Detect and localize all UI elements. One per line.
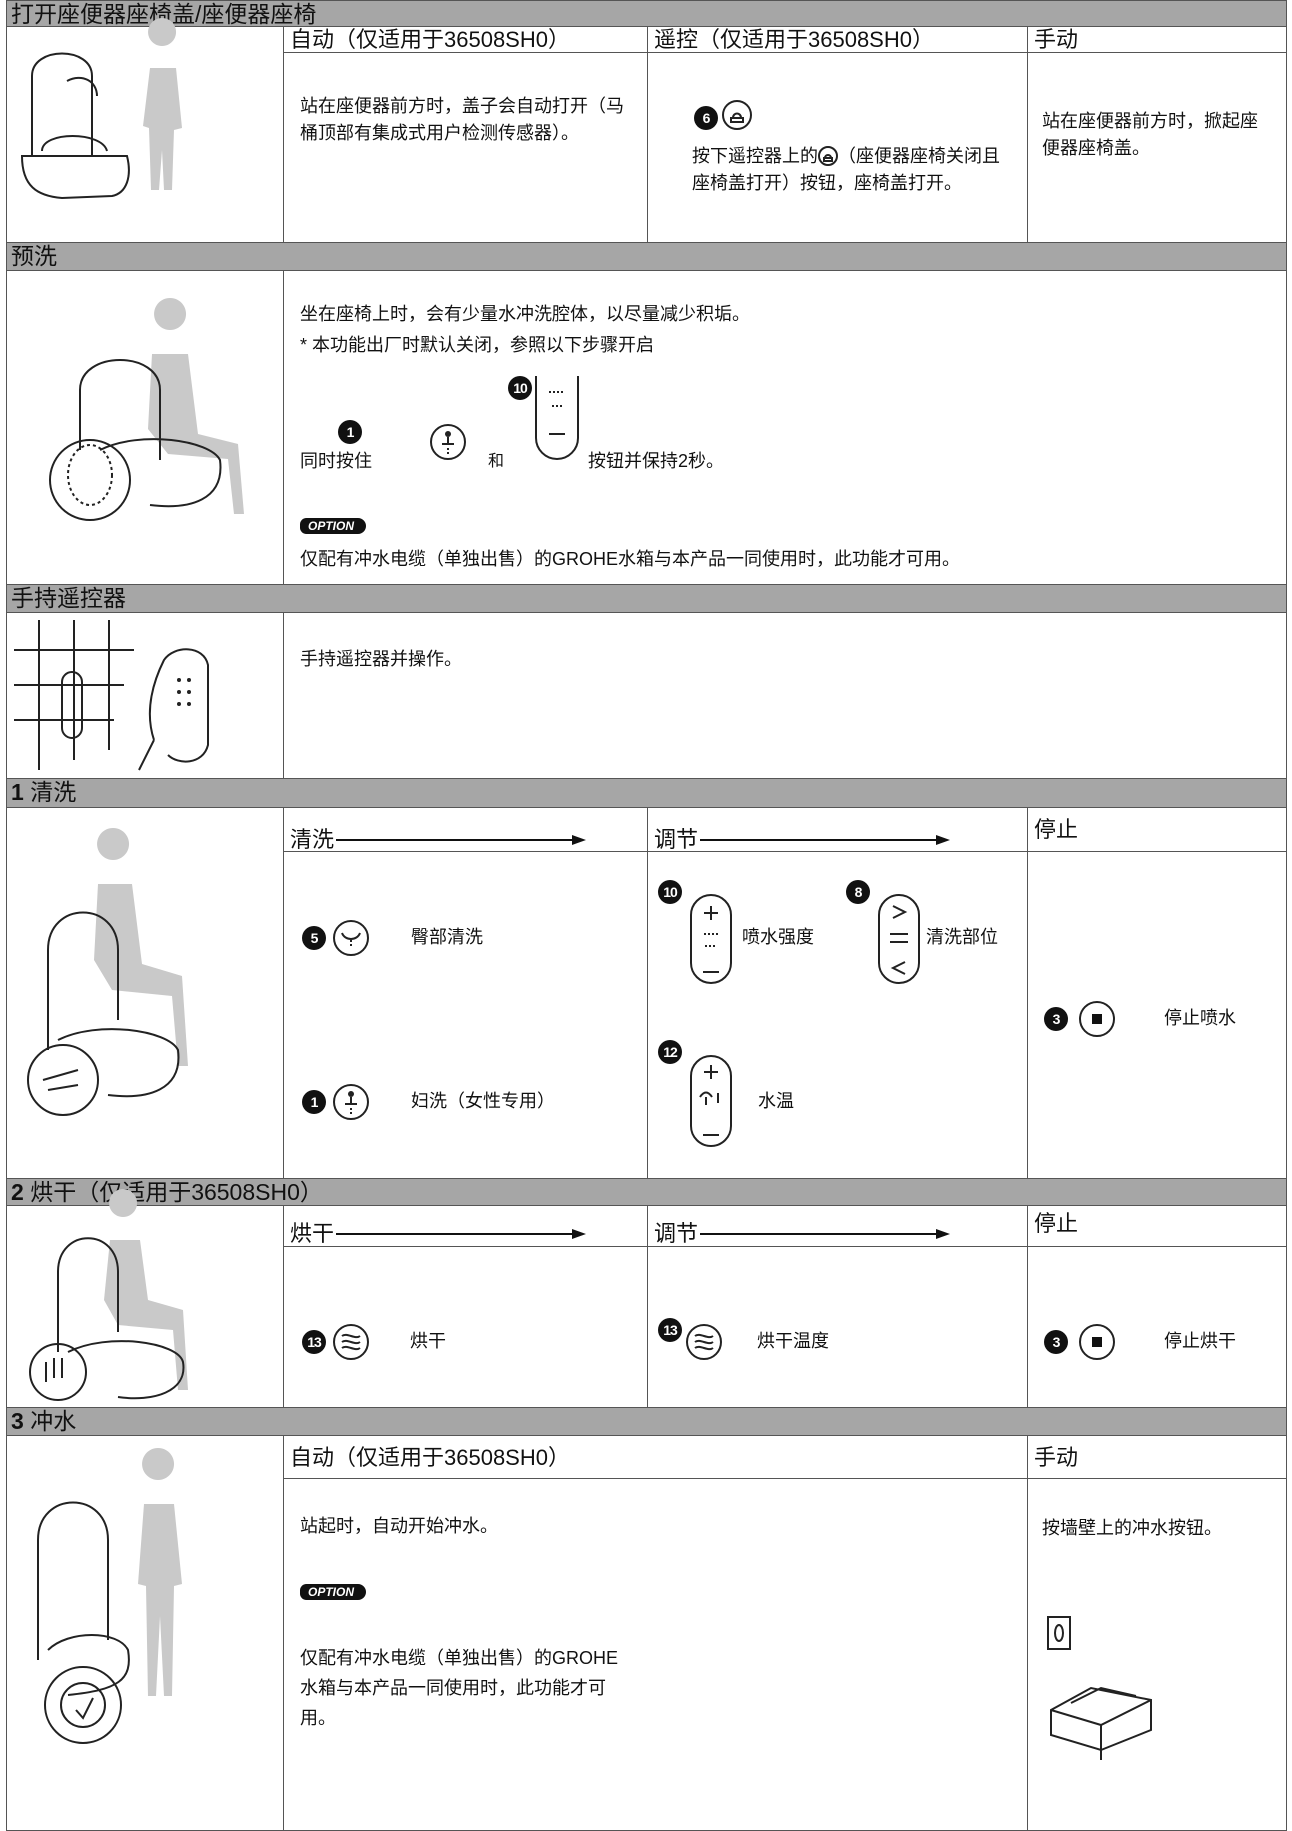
illustration-wash: [27, 828, 188, 1116]
button-label: 烘干: [410, 1331, 446, 1351]
column-header: [283, 1205, 648, 1247]
column-header: [283, 807, 648, 852]
cell: [283, 52, 648, 243]
cell: [1027, 1246, 1287, 1408]
illustration-remote-holder: [14, 620, 209, 771]
column-header: [647, 807, 1028, 852]
inline-button-icon: [818, 146, 838, 166]
body-text: 站在座便器前方时，盖子会自动打开（马桶顶部有集成式用户检测传感器）。: [300, 96, 624, 143]
arrow: [700, 1229, 950, 1239]
column-title: 自动（仅适用于36508SH0）: [290, 27, 570, 52]
remote-button-icon: [1079, 1324, 1115, 1360]
button-number: 10: [508, 376, 532, 400]
section-header: 2 烘干（仅适用于36508SH0）: [6, 1178, 1287, 1206]
section-title: 冲水: [30, 1408, 77, 1434]
column-title: 自动（仅适用于36508SH0）: [290, 1445, 570, 1470]
button-label: 妇洗（女性专用）: [411, 1091, 555, 1111]
column-title: 遥控（仅适用于36508SH0）: [654, 27, 934, 52]
column-title: 停止: [1034, 1211, 1079, 1236]
body-text: 站在座便器前方时，掀起座便器座椅盖。: [1042, 111, 1258, 158]
column-title: 清洗: [290, 827, 335, 852]
button-number: 6: [694, 106, 718, 130]
illustration-toilet-person: [20, 18, 182, 200]
column-header: [647, 1205, 1028, 1247]
column-title: 调节: [654, 827, 699, 852]
option-badge: OPTION: [300, 518, 367, 534]
button-label: 水温: [758, 1091, 794, 1111]
remote-button-icon: [1079, 1001, 1115, 1037]
remote-button-icon: [333, 920, 369, 956]
button-number: 1: [302, 1090, 326, 1114]
arrow: [336, 835, 586, 845]
button-label: 停止烘干: [1164, 1331, 1236, 1351]
button-label: 臀部清洗: [411, 927, 483, 947]
button-number: 5: [302, 926, 326, 950]
body-text: 仅配有冲水电缆（单独出售）的GROHE水箱与本产品一同使用时，此功能才可用。: [300, 549, 961, 569]
body-text: 仅配有冲水电缆（单独出售）的GROHE水箱与本产品一同使用时，此功能才可用。: [300, 1648, 619, 1728]
column-title: 手动: [1034, 1445, 1079, 1470]
cell: [283, 612, 1287, 779]
section-title: 手持遥控器: [11, 585, 126, 611]
button-number: 13: [302, 1330, 326, 1354]
button-label: 喷水强度: [742, 927, 814, 947]
body-text: 和: [488, 453, 505, 470]
option-badge: OPTION: [300, 1584, 367, 1600]
cell: [283, 851, 648, 1179]
body-text: 站起时，自动开始冲水。: [300, 1516, 498, 1536]
section-header: 手持遥控器: [6, 584, 1287, 613]
column-title: 手动: [1034, 27, 1079, 52]
button-label: 清洗部位: [926, 927, 998, 947]
button-label: 停止喷水: [1164, 1008, 1236, 1028]
section-title: 预洗: [11, 243, 57, 269]
body-text: 按墙壁上的冲水按钮。: [1042, 1518, 1222, 1538]
illustration-dry: [29, 1189, 188, 1401]
column-title: 烘干: [290, 1221, 335, 1246]
section-number: 3: [11, 1408, 24, 1434]
remote-button-icon: [430, 424, 466, 460]
body-text: 按下遥控器上的 （座便器座椅关闭且座椅盖打开）按钮，座椅盖打开。: [692, 142, 1002, 197]
body-text: 同时按住: [300, 451, 372, 471]
arrow: [336, 1229, 586, 1239]
button-number: 10: [658, 880, 682, 904]
body-text: 手持遥控器并操作。: [300, 649, 462, 669]
body-text: * 本功能出厂时默认关闭，参照以下步骤开启: [300, 335, 655, 355]
section-header: 1 清洗: [6, 778, 1287, 808]
remote-pill-icon: [535, 376, 579, 460]
body-text: 按钮并保持2秒。: [588, 451, 725, 471]
remote-button-icon: [333, 1084, 369, 1120]
remote-button-icon: [333, 1324, 369, 1360]
illustration-flush-button: [1047, 1616, 1152, 1760]
section-header: 3 冲水: [6, 1407, 1287, 1436]
remote-button-icon: [722, 100, 752, 130]
column-title: 调节: [654, 1221, 699, 1246]
illustration-prewash: [49, 298, 244, 521]
remote-pill-icon: [878, 894, 920, 984]
section-number: 1: [11, 779, 24, 805]
button-number: 3: [1044, 1007, 1068, 1031]
remote-pill-icon: [690, 894, 732, 984]
illustration-flush: [37, 1448, 182, 1744]
button-number: 12: [658, 1040, 682, 1064]
body-text: 坐在座椅上时，会有少量水冲洗腔体，以尽量减少积垢。: [300, 304, 750, 324]
section-title: 清洗: [30, 779, 77, 805]
arrow: [700, 835, 950, 845]
body-text-part: 按下遥控器上的: [692, 146, 818, 166]
body-text-part: （座便器座椅关闭且座椅盖打开）按钮，座椅盖打开。: [692, 146, 1000, 193]
button-label: 烘干温度: [757, 1331, 829, 1351]
remote-pill-icon: [690, 1055, 732, 1147]
button-number: 3: [1044, 1330, 1068, 1354]
section-number: 2: [11, 1179, 24, 1205]
button-number: 8: [846, 880, 870, 904]
section-title: 烘干（仅适用于36508SH0）: [30, 1179, 323, 1205]
button-number: 1: [338, 420, 362, 444]
section-header: 预洗: [6, 242, 1287, 271]
remote-button-icon: [686, 1324, 722, 1360]
column-title: 停止: [1034, 817, 1079, 842]
section-header: 打开座便器座椅盖/座便器座椅: [6, 0, 1287, 27]
button-number: 13: [658, 1318, 682, 1342]
